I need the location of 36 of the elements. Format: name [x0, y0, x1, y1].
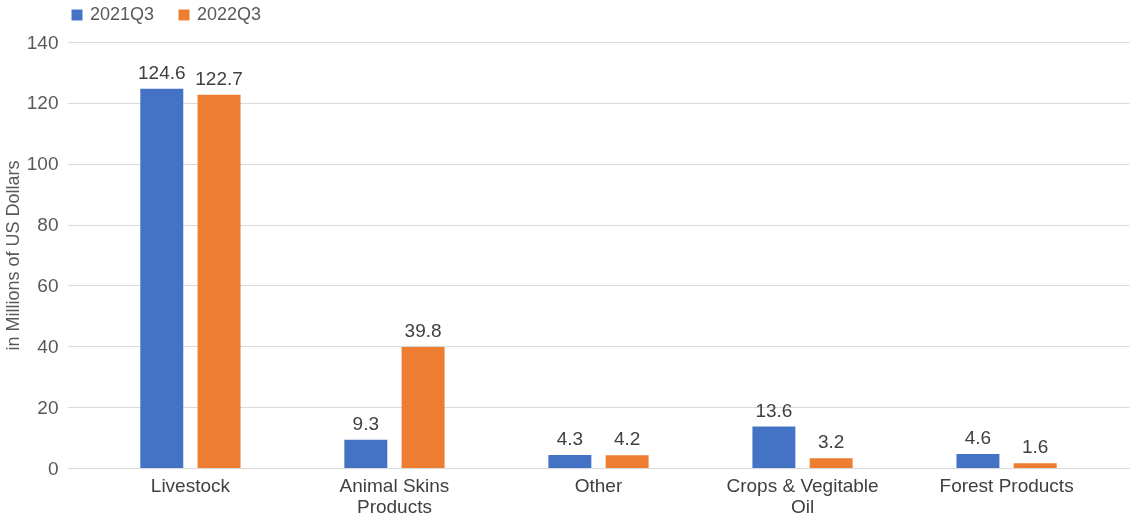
x-tick-label: Crops & Vegitable Oil — [726, 474, 879, 517]
bar — [809, 458, 853, 468]
y-tick-label: 0 — [47, 457, 59, 479]
y-tick-label: 60 — [37, 274, 59, 296]
bar — [956, 454, 1000, 468]
data-label: 9.3 — [352, 412, 380, 434]
y-tick-label: 20 — [37, 396, 59, 418]
data-label: 124.6 — [138, 61, 186, 83]
bar — [1013, 463, 1057, 468]
legend-label: 2021Q3 — [90, 4, 155, 24]
x-tick-label: Animal Skins Products — [339, 474, 450, 517]
bar — [605, 455, 649, 468]
bar — [197, 94, 241, 468]
data-label: 122.7 — [195, 67, 243, 89]
data-label: 4.2 — [613, 428, 641, 450]
x-tick-label: Other — [574, 474, 623, 496]
bar — [401, 346, 445, 468]
x-tick-label: Forest Products — [939, 474, 1074, 496]
bar — [548, 454, 592, 468]
bar — [752, 426, 796, 468]
y-tick-label: 120 — [26, 92, 59, 114]
x-tick-label: Livestock — [150, 474, 231, 496]
legend-label: 2022Q3 — [197, 4, 262, 24]
bar — [140, 88, 184, 468]
bar — [344, 439, 388, 468]
y-axis-title: in Millions of US Dollars — [2, 160, 23, 351]
data-label: 3.2 — [817, 431, 845, 453]
data-label: 4.6 — [964, 427, 992, 448]
y-tick-label: 100 — [26, 153, 59, 175]
data-label: 4.3 — [556, 427, 584, 449]
data-label: 13.6 — [755, 399, 793, 421]
y-tick-label: 140 — [26, 31, 59, 53]
y-tick-label: 40 — [37, 335, 59, 357]
data-label: 1.6 — [1022, 436, 1049, 458]
data-label: 39.8 — [404, 319, 442, 341]
y-tick-label: 80 — [37, 214, 59, 236]
